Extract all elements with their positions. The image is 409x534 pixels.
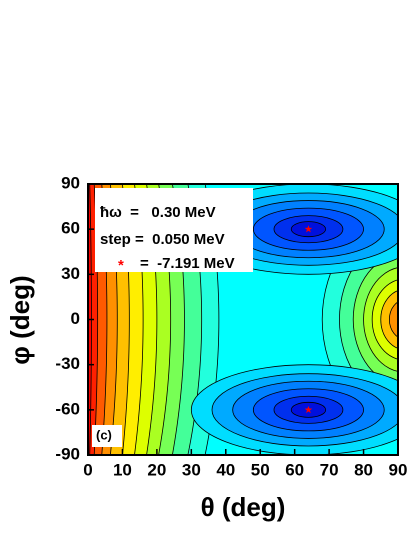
x-tick-label: 10 — [113, 460, 132, 479]
legend-line: step = 0.050 MeV — [100, 231, 225, 248]
y-tick-label: -30 — [55, 354, 80, 373]
panel-label-box — [92, 425, 122, 447]
legend-box — [95, 188, 253, 272]
axes: 0 10 20 30 40 50 60 70 80 90 -90 -60 -30 0 30 60 90 — [55, 173, 407, 479]
x-tick-label: 20 — [147, 460, 166, 479]
legend-line: = -7.191 MeV — [140, 255, 235, 272]
x-tick-label: 50 — [251, 460, 270, 479]
panel-label: (c) — [96, 427, 112, 442]
y-tick-label: -90 — [55, 444, 80, 463]
y-tick-label: 30 — [61, 264, 80, 283]
x-tick-label: 0 — [83, 460, 92, 479]
x-tick-label: 30 — [182, 460, 201, 479]
minimum-marker — [304, 225, 313, 233]
y-axis-label: φ (deg) — [5, 275, 35, 364]
y-tick-label: 90 — [61, 173, 80, 192]
x-tick-label: 80 — [354, 460, 373, 479]
y-tick-label: 0 — [71, 309, 80, 328]
x-tick-label: 60 — [285, 460, 304, 479]
x-tick-label: 40 — [216, 460, 235, 479]
x-axis-label: θ (deg) — [201, 492, 286, 522]
minimum-marker — [304, 405, 313, 414]
y-tick-label: -60 — [55, 399, 80, 418]
legend-marker: * — [118, 257, 124, 274]
x-tick-label: 90 — [389, 460, 408, 479]
y-tick-label: 60 — [61, 219, 80, 238]
x-tick-label: 70 — [320, 460, 339, 479]
contour-band — [388, 301, 398, 338]
legend-line: ħω = 0.30 MeV — [100, 204, 216, 221]
